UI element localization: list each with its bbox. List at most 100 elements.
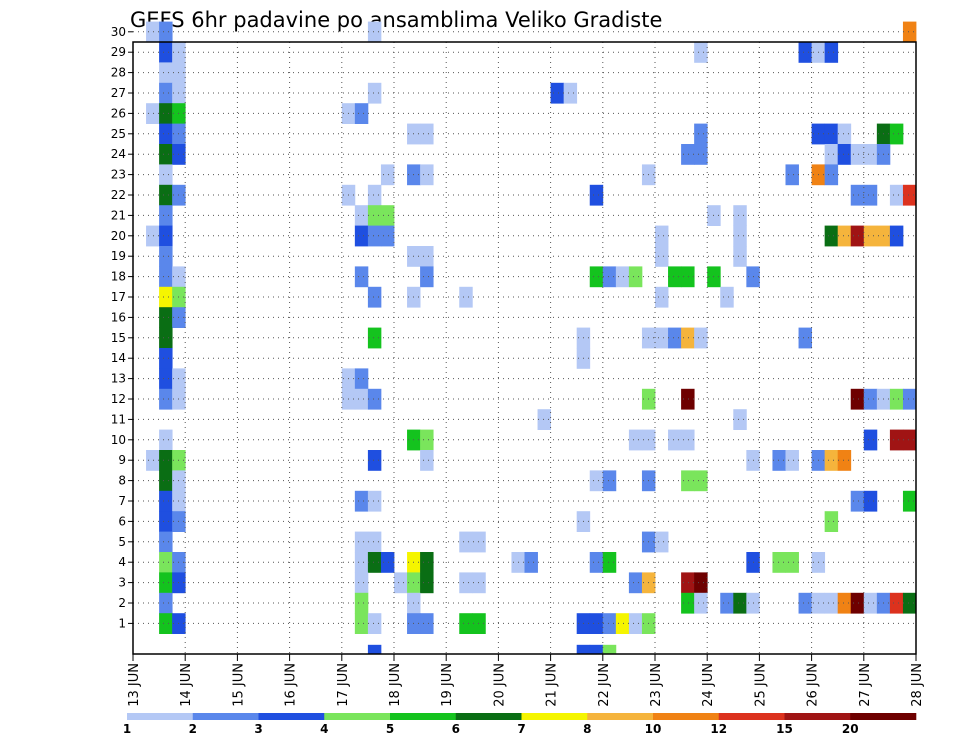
precip-cell — [902, 429, 917, 451]
precip-cell — [824, 42, 839, 63]
precip-cell — [720, 592, 734, 614]
x-tick-label: 24 JUN — [701, 663, 716, 707]
precip-cell — [537, 409, 551, 430]
colorbar-segment — [127, 713, 194, 720]
y-tick-label: 27 — [111, 86, 126, 100]
precip-cell — [367, 327, 382, 349]
precip-cell — [367, 82, 382, 104]
y-axis-ticks: 1234567891011121314151617181920212223242… — [111, 25, 133, 630]
precip-cell — [380, 225, 395, 247]
colorbar-segment — [390, 713, 457, 720]
y-tick-label: 11 — [111, 412, 126, 426]
precip-cell — [615, 613, 630, 634]
precip-cell — [589, 470, 604, 492]
precip-cell — [354, 205, 369, 226]
precip-cell — [420, 450, 434, 471]
precip-cell — [602, 644, 617, 655]
precip-cell — [902, 388, 917, 410]
precip-cell — [589, 613, 604, 634]
precip-cell — [733, 205, 747, 226]
x-tick-label: 13 JUN — [127, 663, 142, 707]
precip-cell — [367, 184, 382, 206]
y-tick-label: 21 — [111, 208, 126, 222]
precip-cell — [367, 388, 382, 410]
precip-cell — [615, 266, 630, 288]
precip-cell — [563, 82, 578, 104]
precip-cell — [837, 225, 852, 247]
precip-cell — [889, 429, 904, 451]
precip-cell — [733, 246, 747, 267]
y-tick-label: 8 — [118, 474, 126, 488]
precip-cell — [159, 144, 173, 165]
precip-cell — [655, 225, 669, 247]
precip-cell — [472, 572, 486, 594]
precip-cell — [420, 572, 434, 594]
precip-cell — [863, 184, 878, 206]
precip-cell — [159, 62, 173, 84]
precip-cell — [837, 592, 852, 614]
precip-cell — [863, 490, 878, 512]
precip-cell — [889, 592, 904, 614]
precip-cell — [367, 225, 382, 247]
precip-cell — [628, 429, 643, 451]
precip-cell — [159, 123, 173, 145]
precip-cell — [902, 21, 917, 43]
y-tick-label: 28 — [111, 66, 126, 80]
precip-cell — [159, 388, 173, 410]
precip-cell — [394, 572, 408, 594]
precip-cell — [420, 266, 434, 288]
colorbar-label: 1 — [123, 722, 131, 736]
colorbar-segment — [718, 713, 785, 720]
precip-cell — [420, 613, 434, 634]
precip-cell — [159, 531, 173, 553]
precip-cell — [863, 225, 878, 247]
precip-cell — [159, 511, 173, 532]
precip-cell — [159, 21, 173, 43]
precip-cell — [524, 552, 538, 573]
precip-cell — [628, 266, 643, 288]
precip-cell — [863, 429, 878, 451]
precip-cell — [720, 286, 734, 308]
precip-cell — [681, 429, 695, 451]
y-tick-label: 1 — [118, 616, 126, 630]
precip-cell — [785, 552, 799, 573]
precip-cell — [367, 613, 382, 634]
precip-cell — [367, 21, 382, 43]
precip-cell — [681, 388, 695, 410]
precip-cell — [655, 286, 669, 308]
x-tick-label: 17 JUN — [336, 663, 351, 707]
precip-cell — [824, 511, 839, 532]
precip-cell — [459, 286, 473, 308]
precip-cell — [159, 225, 173, 247]
y-tick-label: 12 — [111, 392, 126, 406]
precip-cell — [159, 246, 173, 267]
precip-cell — [772, 450, 786, 471]
precip-cell — [694, 592, 708, 614]
x-tick-label: 15 JUN — [231, 663, 246, 707]
chart-title: GEFS 6hr padavine po ansamblima Veliko G… — [130, 8, 662, 32]
precip-cell — [837, 123, 852, 145]
precip-cell — [589, 184, 604, 206]
y-tick-label: 18 — [111, 270, 126, 284]
y-tick-label: 14 — [111, 351, 126, 365]
x-tick-label: 25 JUN — [753, 663, 768, 707]
precip-cell — [798, 327, 812, 349]
colorbar-label: 6 — [452, 722, 460, 736]
precip-cell — [602, 613, 617, 634]
precip-cell — [354, 266, 369, 288]
precip-cell — [850, 592, 865, 614]
precip-cell — [159, 205, 173, 226]
precip-cell — [589, 266, 604, 288]
precip-cell — [733, 592, 747, 614]
precip-cell — [628, 613, 643, 634]
y-tick-label: 19 — [111, 249, 126, 263]
precip-cell — [576, 644, 591, 655]
precip-cell — [146, 450, 160, 471]
precip-cell — [668, 327, 682, 349]
precip-cell — [668, 429, 682, 451]
x-tick-label: 20 JUN — [492, 663, 507, 707]
colorbar-segment — [587, 713, 654, 720]
colorbar-label: 12 — [710, 722, 727, 736]
precip-cell — [159, 164, 173, 186]
precip-cell — [589, 552, 604, 573]
